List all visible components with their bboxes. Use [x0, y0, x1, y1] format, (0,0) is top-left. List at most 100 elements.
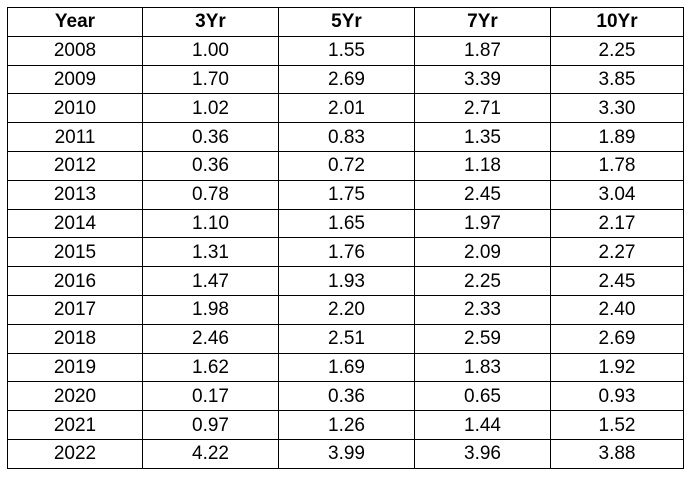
- table-cell-7yr: 2.59: [414, 323, 551, 354]
- table-cell-year: 2020: [7, 381, 143, 412]
- table-cell-7yr: 1.18: [414, 150, 551, 181]
- table-cell-3yr: 1.00: [142, 35, 279, 66]
- table-cell-10yr: 1.92: [550, 352, 684, 383]
- table-cell-10yr: 2.27: [550, 237, 684, 268]
- table-row: 2011 0.36 0.83 1.35 1.89: [7, 122, 684, 152]
- table-cell-year: 2017: [7, 294, 143, 325]
- data-table: Year 3Yr 5Yr 7Yr 10Yr 2008 1.00 1.55 1.87 2.25 20…: [7, 7, 684, 469]
- table-row: 2022 4.22 3.99 3.96 3.88: [7, 438, 684, 469]
- table-cell-10yr: 3.85: [550, 64, 684, 95]
- table-cell-5yr: 0.72: [278, 150, 415, 181]
- table-cell-3yr: 1.62: [142, 352, 279, 383]
- table-row: 2014 1.10 1.65 1.97 2.17: [7, 208, 684, 239]
- table-cell-5yr: 3.99: [278, 438, 415, 469]
- table-cell-7yr: 3.39: [414, 64, 551, 95]
- table-cell-5yr: 1.65: [278, 208, 415, 239]
- table-row: 2009 1.70 2.69 3.39 3.85: [7, 64, 684, 95]
- table-cell-3yr: 1.47: [142, 266, 279, 296]
- table-cell-5yr: 0.83: [278, 122, 415, 152]
- table-cell-5yr: 2.01: [278, 93, 415, 124]
- table-cell-3yr: 0.97: [142, 410, 279, 440]
- table-cell-7yr: 1.97: [414, 208, 551, 239]
- column-header-year: Year: [7, 7, 143, 37]
- table-cell-5yr: 2.51: [278, 323, 415, 354]
- table-cell-7yr: 1.44: [414, 410, 551, 440]
- table-cell-5yr: 2.20: [278, 294, 415, 325]
- table-cell-year: 2015: [7, 237, 143, 268]
- table-cell-3yr: 1.02: [142, 93, 279, 124]
- table-row: 2018 2.46 2.51 2.59 2.69: [7, 323, 684, 354]
- table-cell-year: 2011: [7, 122, 143, 152]
- table-cell-7yr: 1.87: [414, 35, 551, 66]
- table-cell-10yr: 3.30: [550, 93, 684, 124]
- table-cell-year: 2019: [7, 352, 143, 383]
- table-cell-year: 2022: [7, 438, 143, 469]
- table-cell-3yr: 1.70: [142, 64, 279, 95]
- table-row: 2013 0.78 1.75 2.45 3.04: [7, 179, 684, 210]
- table-cell-5yr: 1.93: [278, 266, 415, 296]
- column-header-3yr: 3Yr: [142, 7, 279, 37]
- table-cell-7yr: 2.09: [414, 237, 551, 268]
- table-cell-3yr: 0.36: [142, 122, 279, 152]
- table-cell-7yr: 2.45: [414, 179, 551, 210]
- table-cell-7yr: 2.25: [414, 266, 551, 296]
- table-row: 2015 1.31 1.76 2.09 2.27: [7, 237, 684, 268]
- table-cell-year: 2016: [7, 266, 143, 296]
- table-cell-year: 2014: [7, 208, 143, 239]
- table-cell-10yr: 1.78: [550, 150, 684, 181]
- table-cell-3yr: 0.36: [142, 150, 279, 181]
- table-body: 2008 1.00 1.55 1.87 2.25 2009 1.70 2.69 3.39 3.85…: [7, 35, 684, 469]
- table-cell-10yr: 1.89: [550, 122, 684, 152]
- table-cell-year: 2009: [7, 64, 143, 95]
- table-row: 2017 1.98 2.20 2.33 2.40: [7, 294, 684, 325]
- table-cell-3yr: 4.22: [142, 438, 279, 469]
- table-cell-10yr: 2.17: [550, 208, 684, 239]
- table-cell-5yr: 1.69: [278, 352, 415, 383]
- table-cell-3yr: 1.98: [142, 294, 279, 325]
- table-cell-7yr: 0.65: [414, 381, 551, 412]
- table-cell-year: 2013: [7, 179, 143, 210]
- table-cell-10yr: 1.52: [550, 410, 684, 440]
- column-header-10yr: 10Yr: [550, 7, 684, 37]
- table-cell-5yr: 2.69: [278, 64, 415, 95]
- table-row: 2010 1.02 2.01 2.71 3.30: [7, 93, 684, 124]
- table-container: Year 3Yr 5Yr 7Yr 10Yr 2008 1.00 1.55 1.87 2.25 20…: [7, 7, 684, 469]
- table-cell-year: 2010: [7, 93, 143, 124]
- table-cell-10yr: 2.69: [550, 323, 684, 354]
- table-cell-7yr: 2.33: [414, 294, 551, 325]
- column-header-7yr: 7Yr: [414, 7, 551, 37]
- table-cell-10yr: 2.45: [550, 266, 684, 296]
- table-cell-year: 2018: [7, 323, 143, 354]
- table-row: 2008 1.00 1.55 1.87 2.25: [7, 35, 684, 66]
- table-cell-year: 2021: [7, 410, 143, 440]
- table-row: 2020 0.17 0.36 0.65 0.93: [7, 381, 684, 412]
- table-cell-10yr: 3.04: [550, 179, 684, 210]
- table-header: Year 3Yr 5Yr 7Yr 10Yr: [7, 7, 684, 37]
- table-cell-5yr: 1.76: [278, 237, 415, 268]
- table-cell-year: 2008: [7, 35, 143, 66]
- table-cell-10yr: 2.25: [550, 35, 684, 66]
- table-cell-5yr: 0.36: [278, 381, 415, 412]
- header-row: Year 3Yr 5Yr 7Yr 10Yr: [7, 7, 684, 37]
- table-cell-5yr: 1.55: [278, 35, 415, 66]
- table-cell-10yr: 2.40: [550, 294, 684, 325]
- table-cell-3yr: 1.31: [142, 237, 279, 268]
- table-row: 2016 1.47 1.93 2.25 2.45: [7, 266, 684, 296]
- table-cell-year: 2012: [7, 150, 143, 181]
- table-cell-7yr: 1.35: [414, 122, 551, 152]
- table-cell-7yr: 2.71: [414, 93, 551, 124]
- table-cell-10yr: 3.88: [550, 438, 684, 469]
- table-cell-5yr: 1.75: [278, 179, 415, 210]
- table-cell-3yr: 1.10: [142, 208, 279, 239]
- table-row: 2012 0.36 0.72 1.18 1.78: [7, 150, 684, 181]
- table-cell-3yr: 0.17: [142, 381, 279, 412]
- table-row: 2021 0.97 1.26 1.44 1.52: [7, 410, 684, 440]
- table-cell-7yr: 1.83: [414, 352, 551, 383]
- table-cell-3yr: 2.46: [142, 323, 279, 354]
- table-cell-5yr: 1.26: [278, 410, 415, 440]
- column-header-5yr: 5Yr: [278, 7, 415, 37]
- table-cell-3yr: 0.78: [142, 179, 279, 210]
- table-cell-10yr: 0.93: [550, 381, 684, 412]
- table-row: 2019 1.62 1.69 1.83 1.92: [7, 352, 684, 383]
- table-cell-7yr: 3.96: [414, 438, 551, 469]
